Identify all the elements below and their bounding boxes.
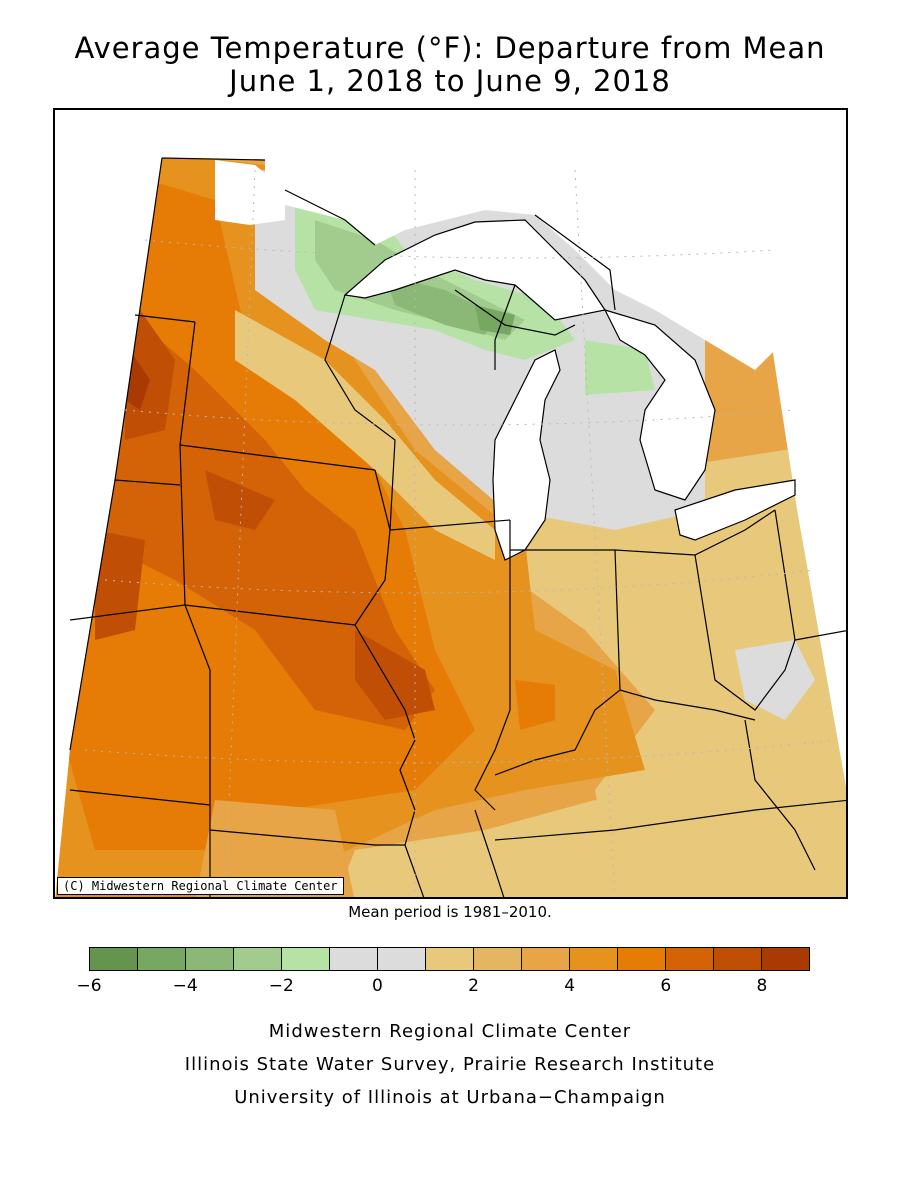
anomaly-zone-south-mid xyxy=(195,800,355,897)
canada-land xyxy=(265,155,775,370)
anomaly-zone-indiana-hot xyxy=(515,680,555,730)
legend-swatch xyxy=(282,948,330,970)
anomaly-zone-ohio-normal xyxy=(735,640,815,720)
credit-university: University of Illinois at Urbana−Champai… xyxy=(234,1087,666,1108)
anomaly-zone-sd-hot xyxy=(95,530,145,640)
state-boundaries xyxy=(69,157,846,897)
map-panel: (C) Midwestern Regional Climate Center xyxy=(53,108,848,899)
legend-swatch xyxy=(138,948,186,970)
anomaly-zone-south-light xyxy=(335,800,675,897)
legend-swatch xyxy=(474,948,522,970)
legend-swatch xyxy=(330,948,378,970)
anomaly-zone-cool-strong xyxy=(385,275,495,335)
legend-swatch xyxy=(666,948,714,970)
legend-swatch xyxy=(618,948,666,970)
legend-tick-label: 4 xyxy=(564,976,576,996)
lake-superior xyxy=(343,219,606,321)
temperature-departure-map xyxy=(55,155,846,897)
legend-tick-label: 8 xyxy=(756,976,768,996)
legend-swatch xyxy=(570,948,618,970)
country-border xyxy=(161,157,376,246)
lake-michigan xyxy=(492,349,561,561)
anomaly-zone-north-transition xyxy=(235,310,495,560)
legend-swatch xyxy=(522,948,570,970)
copyright-label: (C) Midwestern Regional Climate Center xyxy=(57,877,344,895)
anomaly-zone-mo-hot xyxy=(355,630,435,720)
mean-period-note: Mean period is 1981–2010. xyxy=(348,903,552,921)
legend-tick-label: 2 xyxy=(468,976,479,996)
legend-tick-label: 6 xyxy=(660,976,672,996)
legend-swatch xyxy=(378,948,426,970)
legend-tick-label: −6 xyxy=(76,976,102,996)
lake-huron xyxy=(603,309,716,501)
legend-swatch xyxy=(762,948,809,970)
color-legend xyxy=(89,947,810,971)
anomaly-zone-iowa-hot xyxy=(205,470,275,530)
credit-survey: Illinois State Water Survey, Prairie Res… xyxy=(184,1054,716,1075)
map-title: Average Temperature (°F): Departure from… xyxy=(74,31,826,65)
legend-tick-label: −4 xyxy=(172,976,198,996)
legend-swatch xyxy=(426,948,474,970)
credit-organization: Midwestern Regional Climate Center xyxy=(268,1021,632,1042)
map-date-range: June 1, 2018 to June 9, 2018 xyxy=(229,64,671,98)
graticule xyxy=(84,169,836,897)
legend-swatch xyxy=(234,948,282,970)
legend-swatch xyxy=(714,948,762,970)
anomaly-zone-east-light xyxy=(515,440,846,897)
legend-swatch xyxy=(90,948,138,970)
legend-swatch xyxy=(186,948,234,970)
legend-tick-label: 0 xyxy=(371,976,383,996)
anomaly-zone-lower-mi-cool xyxy=(585,340,655,395)
legend-tick-label: −2 xyxy=(268,976,294,996)
lake-erie xyxy=(674,479,796,541)
